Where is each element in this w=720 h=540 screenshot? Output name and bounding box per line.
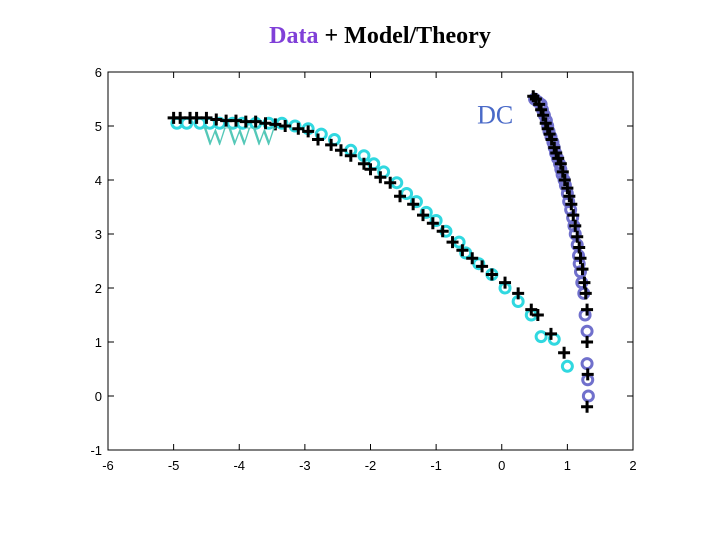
data-point-plus bbox=[537, 109, 550, 122]
data-point-plus bbox=[394, 190, 407, 203]
data-point-plus bbox=[561, 182, 574, 195]
data-point-plus bbox=[302, 125, 315, 138]
data-point-plus bbox=[384, 176, 397, 189]
data-point-plus bbox=[581, 400, 594, 413]
data-point-plus bbox=[364, 163, 377, 176]
data-point-plus bbox=[512, 287, 525, 300]
data-point-plus bbox=[476, 260, 489, 273]
data-point-circle bbox=[429, 214, 443, 227]
annotation-label: DC bbox=[477, 100, 513, 129]
data-point-plus bbox=[344, 149, 357, 162]
x-tick-label: 2 bbox=[629, 458, 636, 473]
y-tick-label: 0 bbox=[95, 389, 102, 404]
data-point-plus bbox=[374, 171, 387, 184]
data-point-plus bbox=[556, 165, 569, 178]
data-point-plus bbox=[436, 225, 449, 238]
data-point-plus bbox=[545, 133, 558, 146]
data-point-plus bbox=[446, 236, 459, 249]
x-tick-label: -5 bbox=[168, 458, 180, 473]
data-point-plus bbox=[525, 303, 538, 316]
data-point-plus bbox=[426, 217, 439, 230]
y-tick-label: 4 bbox=[95, 173, 102, 188]
y-tick-label: -1 bbox=[90, 443, 102, 458]
data-point-plus bbox=[279, 120, 292, 132]
x-tick-label: 1 bbox=[564, 458, 571, 473]
data-point-plus bbox=[569, 219, 582, 232]
x-tick-label: 0 bbox=[498, 458, 505, 473]
x-tick-label: -2 bbox=[365, 458, 377, 473]
data-point-plus bbox=[417, 209, 429, 222]
y-tick-label: 2 bbox=[95, 281, 102, 296]
data-point-plus bbox=[312, 133, 324, 146]
data-point-plus bbox=[571, 230, 584, 243]
y-tick-label: 1 bbox=[95, 335, 102, 350]
data-point-plus bbox=[269, 118, 282, 131]
chart-title-data: Data bbox=[269, 23, 318, 49]
data-point-plus bbox=[565, 198, 578, 211]
data-point-plus bbox=[325, 138, 338, 151]
x-tick-label: -1 bbox=[430, 458, 442, 473]
data-point-plus bbox=[554, 157, 567, 170]
annotations: WWW DC bbox=[202, 100, 513, 151]
data-point-plus bbox=[581, 336, 594, 348]
data-point-plus bbox=[249, 115, 262, 128]
axis-ticks: -6 -5 -4 -3 -2 -1 0 1 2 -1 0 1 2 3 4 5 6 bbox=[90, 65, 636, 473]
data-point-plus bbox=[200, 111, 213, 124]
data-point-plus bbox=[567, 209, 580, 222]
data-point-plus bbox=[563, 190, 576, 203]
data-point-plus bbox=[581, 303, 594, 316]
data-point-plus bbox=[334, 144, 347, 157]
data-point-circle bbox=[419, 205, 433, 219]
data-point-plus bbox=[574, 252, 587, 265]
data-point-circle bbox=[534, 330, 548, 344]
data-point-circle bbox=[560, 359, 574, 373]
data-point-plus bbox=[579, 287, 592, 300]
data-point-plus bbox=[531, 309, 544, 321]
data-point-circle bbox=[400, 187, 414, 200]
data-point-circle bbox=[459, 246, 473, 260]
data-point-plus bbox=[292, 122, 305, 135]
data-point-circle bbox=[472, 257, 486, 271]
data-point-plus bbox=[573, 241, 586, 254]
data-point-circle bbox=[236, 116, 250, 130]
x-tick-label: -4 bbox=[233, 458, 245, 473]
data-point-plus bbox=[576, 263, 589, 276]
data-point-plus bbox=[407, 198, 420, 211]
y-tick-label: 6 bbox=[95, 65, 102, 80]
data-point-plus bbox=[456, 244, 469, 257]
data-point-plus bbox=[558, 346, 571, 359]
x-tick-label: -6 bbox=[102, 458, 114, 473]
x-tick-label: -3 bbox=[299, 458, 311, 473]
data-marks bbox=[167, 90, 595, 413]
data-point-plus bbox=[578, 276, 591, 289]
chart-title-model: + Model/Theory bbox=[319, 23, 491, 49]
data-point-plus bbox=[558, 174, 571, 186]
y-tick-label: 3 bbox=[95, 227, 102, 242]
annotation-label: WWW bbox=[202, 122, 276, 151]
data-point-plus bbox=[544, 327, 557, 340]
data-point-plus bbox=[485, 268, 498, 281]
data-point-circle bbox=[409, 195, 423, 209]
data-point-plus bbox=[499, 276, 512, 289]
data-point-plus bbox=[466, 252, 479, 265]
y-tick-label: 5 bbox=[95, 119, 102, 134]
chart-title: Data + Model/Theory bbox=[269, 23, 491, 49]
data-point-plus bbox=[581, 368, 594, 381]
data-point-plus bbox=[357, 157, 370, 170]
